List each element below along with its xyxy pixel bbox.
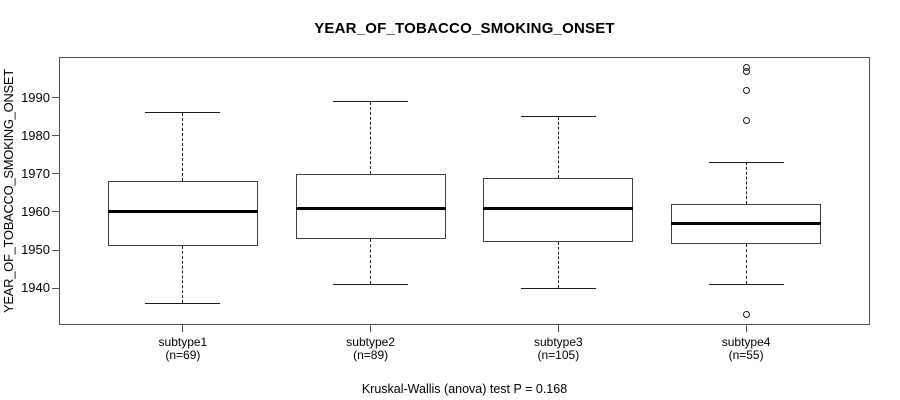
y-axis-tick-label: 1960 [21,203,50,219]
outlier-point [742,67,750,75]
y-axis-tick-label: 1940 [21,280,50,296]
chart-title: YEAR_OF_TOBACCO_SMOKING_ONSET [314,20,615,37]
whisker-upper-cap [520,116,596,118]
y-axis-tick-mark [52,135,59,137]
outlier-point [742,311,750,319]
outlier-point [742,117,750,125]
x-axis-count-label: (n=89) [353,348,389,362]
x-axis-count-label: (n=105) [537,348,580,362]
y-axis-tick-label: 1980 [21,127,50,143]
y-axis-tick-label: 1950 [21,242,50,257]
median-line [107,210,258,214]
whisker-lower-cap [708,283,784,285]
x-axis-label-group: subtype1 (n=69) [113,336,253,362]
y-axis-tick-mark [52,287,59,289]
whisker-upper-cap [333,101,409,103]
y-axis-tick-mark [52,97,59,99]
whisker-upper-line [745,162,747,205]
median-line [295,206,446,210]
whisker-lower-line [370,238,372,285]
x-axis-label-group: subtype3 (n=105) [488,336,628,362]
whisker-upper-cap [145,112,221,114]
whisker-lower-line [745,244,747,285]
y-axis-tick-mark [52,211,59,213]
whisker-upper-cap [708,161,784,163]
whisker-upper-line [557,116,559,178]
x-axis-tick-mark [370,325,372,332]
x-axis-category-label: subtype2 [346,335,395,349]
stat-test-note: Kruskal-Wallis (anova) test P = 0.168 [361,382,568,396]
y-axis-tick-mark [52,249,59,251]
whisker-lower-line [182,246,184,304]
x-axis-category-label: subtype4 [721,335,771,349]
whisker-lower-cap [520,287,596,289]
whisker-lower-cap [145,302,221,304]
box [107,181,258,247]
y-axis-tick-label: 1970 [21,165,50,181]
median-line [671,221,822,225]
x-axis-category-label: subtype1 [158,335,208,349]
x-axis-label-group: subtype4 (n=55) [676,336,816,362]
x-axis-tick-mark [745,325,747,332]
y-axis-tick-mark [52,173,59,175]
box [483,177,634,243]
x-axis-label-group: subtype2 (n=89) [301,336,441,362]
y-axis-tick-label: 1990 [21,89,50,105]
box [295,173,446,239]
whisker-lower-cap [333,283,409,285]
whisker-upper-line [370,101,372,174]
outlier-point [742,86,750,94]
median-line [483,206,634,210]
x-axis-count-label: (n=55) [728,348,764,362]
x-axis-tick-mark [182,325,184,332]
x-axis-category-label: subtype3 [534,335,583,349]
x-axis-count-label: (n=69) [165,348,201,362]
x-axis-tick-mark [557,325,559,332]
whisker-upper-line [182,112,184,182]
whisker-lower-line [557,242,559,289]
